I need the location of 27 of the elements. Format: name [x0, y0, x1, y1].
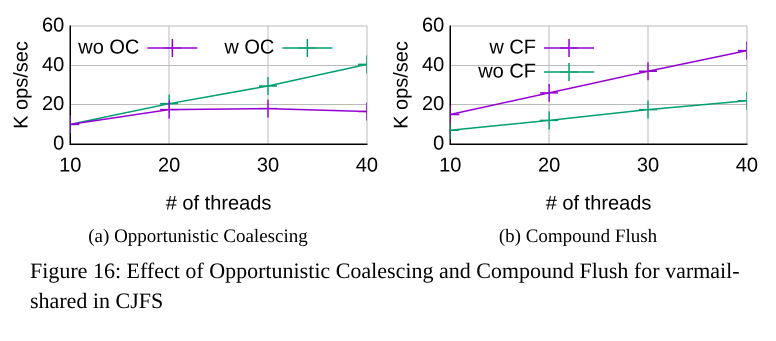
y-tick-label: 40	[422, 54, 444, 76]
y-axis-title: K ops/sec	[390, 41, 413, 129]
y-tick-label: 0	[53, 132, 64, 155]
y-tick-label: 20	[42, 93, 64, 116]
x-tick-label: 10	[439, 154, 462, 177]
x-axis-title: # of threads	[166, 192, 272, 215]
text: (b) Compound Flush	[498, 226, 658, 248]
y-tick-label: 40	[42, 54, 64, 76]
y-axis-title: K ops/sec	[10, 41, 33, 129]
x-tick-label: 30	[636, 154, 660, 177]
x-tick-label: 40	[356, 154, 378, 177]
legend-label: w OC	[223, 36, 274, 59]
caption: Figure 16: Effect of Opportunistic Coalescing and Compound Flush for varmail-shared in CJFS	[29, 257, 741, 315]
y-tick-label: 0	[433, 132, 444, 155]
x-tick-label: 10	[59, 154, 82, 177]
y-tick-label: 20	[422, 93, 444, 116]
text: (a) Opportunistic Coalescing	[87, 226, 309, 248]
legend-label: wo OC	[77, 36, 140, 59]
x-tick-label: 20	[538, 154, 560, 177]
x-axis-title: # of threads	[546, 192, 652, 215]
y-tick-label: 60	[422, 14, 444, 37]
x-tick-label: 40	[736, 154, 758, 177]
y-tick-label: 60	[42, 14, 64, 37]
x-tick-label: 30	[256, 154, 280, 177]
legend-label: w CF	[488, 36, 536, 59]
x-tick-label: 20	[158, 154, 180, 177]
legend-label: wo CF	[477, 60, 536, 83]
